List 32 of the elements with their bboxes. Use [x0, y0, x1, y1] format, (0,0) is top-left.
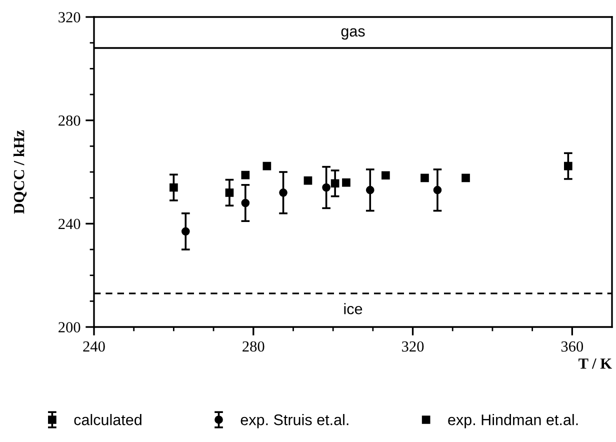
point [322, 183, 330, 192]
point [382, 171, 390, 180]
point [181, 227, 190, 236]
x-tick-label: 280 [242, 341, 264, 352]
point [462, 174, 470, 182]
point [366, 186, 374, 194]
point [420, 174, 429, 182]
x-tick-label: 360 [561, 341, 584, 352]
y-tick-label: 280 [58, 115, 80, 126]
point [241, 170, 250, 180]
point [342, 178, 350, 187]
ref-line-label: ice [344, 303, 362, 314]
point [170, 183, 178, 192]
ref-line-label: gas [341, 28, 365, 40]
x-tick-label: 240 [83, 341, 105, 352]
point [279, 188, 288, 197]
x-tick-label: 320 [402, 341, 424, 352]
x-axis-title: T / K [578, 358, 612, 369]
legend-label: exp. Struis et.al. [240, 414, 348, 428]
y-tick-label: 240 [58, 218, 80, 230]
point [225, 188, 234, 197]
point [564, 162, 572, 170]
point [262, 162, 272, 170]
y-tick-label: 200 [58, 322, 80, 332]
point [433, 186, 442, 194]
point [241, 198, 250, 208]
legend-label: calculated [74, 414, 142, 426]
point [304, 176, 312, 185]
legend-label: exp. Hindman et.al. [448, 414, 578, 428]
y-tick-label: 320 [58, 12, 80, 22]
y-axis-title: DQCC / kHz [13, 130, 27, 214]
point [330, 179, 340, 188]
